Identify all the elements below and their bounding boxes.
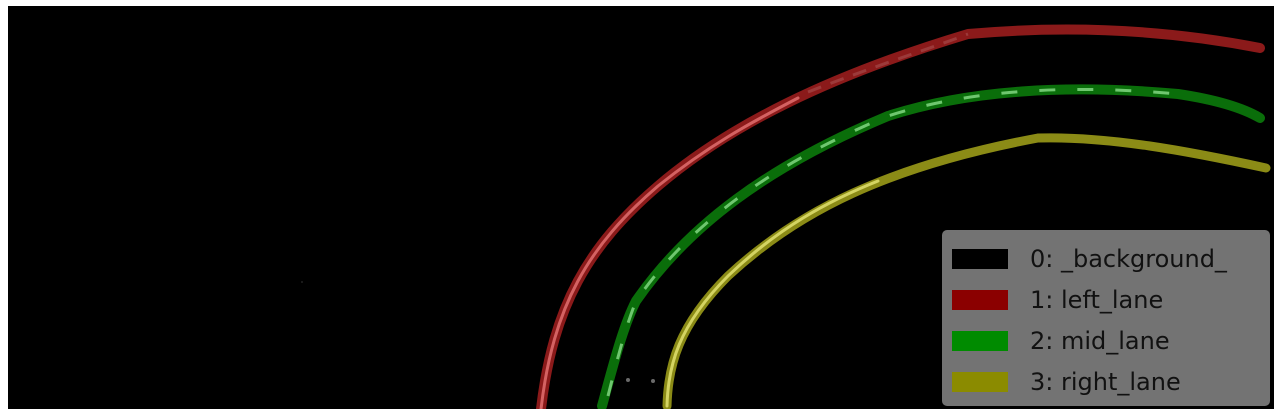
right-lane-highlight: [665, 179, 880, 408]
legend-label: 0: _background_: [1030, 244, 1227, 273]
segmentation-mask-canvas: 0: _background_ 1: left_lane 2: mid_lane…: [8, 6, 1274, 409]
legend-swatch-mid-lane: [952, 330, 1008, 351]
legend-label: 1: left_lane: [1030, 285, 1164, 314]
artifact-dot: [651, 379, 655, 383]
artifact-dot: [301, 281, 303, 283]
legend-item-right-lane: 3: right_lane: [942, 361, 1270, 402]
legend-swatch-right-lane: [952, 371, 1008, 392]
legend-item-background: 0: _background_: [942, 238, 1270, 279]
class-legend: 0: _background_ 1: left_lane 2: mid_lane…: [942, 230, 1270, 406]
legend-item-mid-lane: 2: mid_lane: [942, 320, 1270, 361]
legend-item-left-lane: 1: left_lane: [942, 279, 1270, 320]
artifact-dot: [626, 378, 630, 382]
legend-swatch-left-lane: [952, 289, 1008, 310]
legend-label: 3: right_lane: [1030, 367, 1181, 396]
mid-lane-dashes: [606, 87, 1179, 397]
lane-mask-svg: [301, 24, 1271, 409]
left-lane-highlight: [539, 96, 800, 409]
left-lane-far-dashes: [807, 32, 969, 94]
legend-swatch-background: [952, 248, 1008, 269]
legend-label: 2: mid_lane: [1030, 326, 1170, 355]
